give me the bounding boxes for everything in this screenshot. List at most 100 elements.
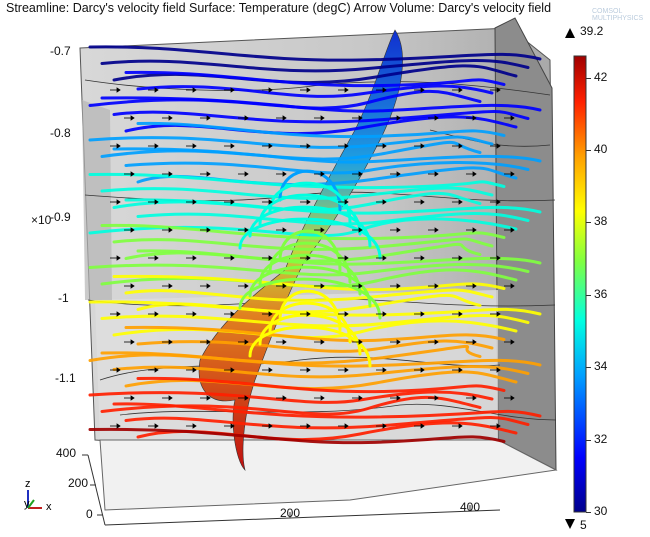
colorbar-tick-label: 34: [594, 359, 608, 374]
velocity-arrow-head: [282, 283, 287, 289]
colorbar-tick-label: 38: [594, 214, 608, 229]
velocity-arrow-head: [472, 227, 477, 233]
streamline: [136, 211, 530, 226]
velocity-arrow-head: [306, 367, 311, 373]
colorbar-tick-mark: [586, 150, 591, 152]
velocity-arrow-head: [344, 87, 349, 93]
streamline: [136, 376, 506, 394]
velocity-arrow-head: [306, 255, 311, 261]
velocity-arrow-head: [244, 115, 249, 121]
velocity-arrow-head: [496, 199, 501, 205]
streamline: [124, 416, 530, 430]
velocity-arrow-head: [496, 423, 501, 429]
velocity-arrow-head: [496, 311, 501, 317]
velocity-arrow-head: [230, 311, 235, 317]
streamline: [124, 70, 506, 88]
velocity-arrow-head: [192, 87, 197, 93]
velocity-arrow-head: [458, 199, 463, 205]
velocity-arrow-head: [154, 87, 159, 93]
velocity-arrow-head: [382, 367, 387, 373]
streamline: [100, 395, 482, 416]
velocity-arrow-head: [306, 423, 311, 429]
streamline: [112, 402, 542, 419]
streamline: [124, 160, 530, 175]
streamline: [100, 313, 530, 328]
velocity-arrow-head: [282, 171, 287, 177]
velocity-arrow-head: [230, 367, 235, 373]
velocity-arrow-head: [230, 255, 235, 261]
streamline: [88, 135, 494, 149]
streamline: [136, 84, 494, 98]
streamline: [88, 45, 542, 62]
colorbar-tick-label: 40: [594, 142, 608, 157]
velocity-arrow-head: [206, 339, 211, 345]
velocity-arrow-head: [230, 143, 235, 149]
streamline-loop: [248, 265, 372, 308]
velocity-arrow-head: [130, 283, 135, 289]
left-band: [82, 100, 112, 300]
streamline: [112, 237, 494, 251]
velocity-arrow-head: [434, 339, 439, 345]
velocity-arrow-head: [320, 171, 325, 177]
streamline-loop: [238, 217, 382, 260]
velocity-arrow-head: [320, 395, 325, 401]
velocity-arrow-head: [130, 395, 135, 401]
triad-x-label: x: [46, 501, 52, 513]
velocity-arrow-head: [206, 395, 211, 401]
velocity-arrow-head: [244, 339, 249, 345]
velocity-arrow-head: [168, 395, 173, 401]
velocity-arrow-head: [434, 227, 439, 233]
velocity-arrow-head: [420, 311, 425, 317]
velocity-arrow-head: [268, 423, 273, 429]
velocity-arrow-head: [458, 143, 463, 149]
velocity-arrow-head: [358, 171, 363, 177]
velocity-arrow-head: [230, 87, 235, 93]
velocity-arrow-head: [168, 339, 173, 345]
velocity-arrow-head: [496, 87, 501, 93]
velocity-arrow-head: [434, 171, 439, 177]
velocity-arrow-head: [458, 311, 463, 317]
velocity-arrow-head: [396, 171, 401, 177]
velocity-arrow-head: [192, 367, 197, 373]
velocity-arrow-head: [420, 143, 425, 149]
velocity-arrow-head: [168, 171, 173, 177]
velocity-arrow-head: [116, 367, 121, 373]
colorbar-tick-mark: [586, 222, 591, 224]
velocity-arrow-head: [434, 283, 439, 289]
velocity-arrow-head: [192, 423, 197, 429]
velocity-arrow-head: [320, 115, 325, 121]
x-tick-400: 400: [460, 500, 481, 514]
streamline: [100, 96, 542, 113]
velocity-arrow-head: [130, 339, 135, 345]
z-tick-1: -0.7: [50, 44, 71, 58]
velocity-arrow-head: [382, 311, 387, 317]
velocity-arrow-head: [282, 115, 287, 121]
velocity-arrow-head: [268, 255, 273, 261]
z-tick-5: -1.1: [55, 371, 76, 385]
velocity-arrow-head: [268, 199, 273, 205]
depth-axis: [82, 454, 501, 526]
velocity-arrow-head: [344, 367, 349, 373]
velocity-arrow-head: [420, 423, 425, 429]
velocity-arrow-head: [458, 87, 463, 93]
velocity-arrow-head: [282, 227, 287, 233]
velocity-arrow-head: [282, 395, 287, 401]
velocity-arrow-head: [420, 255, 425, 261]
colorbar-tick-mark: [586, 367, 591, 369]
velocity-arrow-head: [154, 367, 159, 373]
min-triangle-icon: [565, 519, 575, 529]
velocity-arrow-head: [472, 283, 477, 289]
velocity-arrow-head: [206, 171, 211, 177]
velocity-arrow-head: [244, 283, 249, 289]
velocity-arrow-head: [306, 143, 311, 149]
velocity-arrow-head: [510, 227, 515, 233]
velocity-arrow-head: [420, 87, 425, 93]
triad-z-label: z: [25, 478, 31, 490]
velocity-arrow-head: [230, 199, 235, 205]
streamline-loop: [258, 313, 362, 356]
velocity-arrow-head: [320, 339, 325, 345]
velocity-arrow-head: [510, 395, 515, 401]
velocity-arrow-head: [130, 171, 135, 177]
floor: [99, 439, 558, 511]
